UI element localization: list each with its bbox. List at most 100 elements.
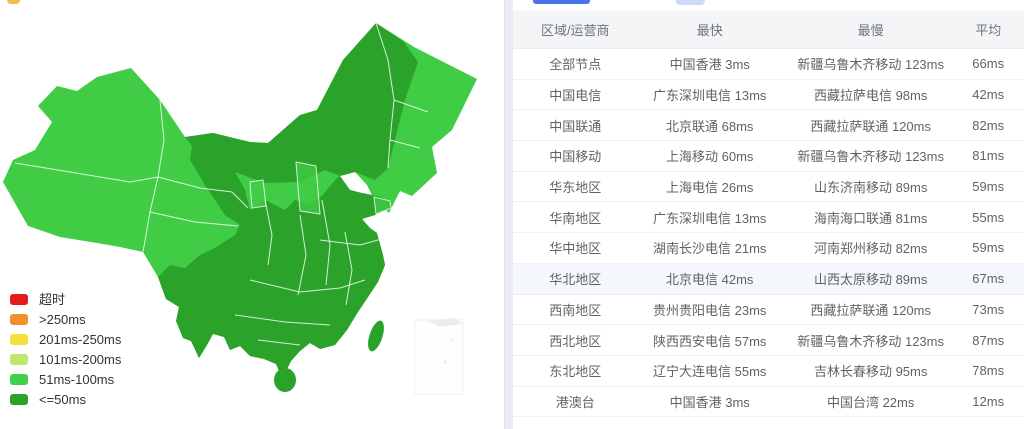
- china-latency-map[interactable]: 超时 >250ms 201ms-250ms 101ms-200ms 51ms-100ms…: [0, 0, 505, 429]
- region-cell: 西北地区: [549, 333, 602, 349]
- table-row: 华北地区 北京电信 42ms 山西太原移动 89ms 67ms: [513, 263, 1024, 295]
- map-region-ningxia[interactable]: [249, 179, 267, 209]
- column-header: 最慢: [857, 23, 884, 38]
- table-row: 西南地区 贵州贵阳电信 23ms 西藏拉萨联通 120ms 73ms: [513, 294, 1024, 326]
- avg-cell: 55ms: [972, 209, 1005, 225]
- slowest-cell: 西藏拉萨电信 98ms: [813, 88, 928, 104]
- china-map-svg[interactable]: [0, 0, 505, 429]
- province-borders: [14, 22, 429, 346]
- region-cell: 港澳台: [555, 394, 595, 410]
- fastest-cell: 广东深圳电信 13ms: [653, 88, 767, 104]
- slowest-cell: 西藏拉萨联通 120ms: [810, 302, 931, 318]
- avg-cell: 87ms: [972, 332, 1005, 348]
- fastest-cell: 北京电信 42ms: [666, 272, 754, 288]
- legend-label: 超时: [39, 291, 66, 307]
- fastest-cell: 中国香港 3ms: [669, 57, 750, 73]
- fastest-cell: 广东深圳电信 13ms: [653, 210, 767, 226]
- fastest-cell: 辽宁大连电信 55ms: [653, 364, 767, 380]
- slowest-cell: 新疆乌鲁木齐移动 123ms: [797, 57, 944, 73]
- region-cell: 华中地区: [549, 241, 602, 257]
- legend-swatch: [10, 373, 28, 385]
- legend-swatch: [10, 393, 28, 405]
- legend-item: <=50ms: [10, 389, 121, 409]
- slowest-cell: 海南海口联通 81ms: [813, 210, 928, 226]
- column-header: 平均: [975, 23, 1002, 38]
- legend-swatch: [10, 313, 28, 325]
- south-china-sea-inset: [414, 318, 464, 395]
- table-row: 全部节点 中国香港 3ms 新疆乌鲁木齐移动 123ms 66ms: [513, 49, 1024, 80]
- region-cell: 中国移动: [549, 149, 602, 165]
- avg-cell: 67ms: [972, 271, 1005, 287]
- cutoff-icon-fragment: [7, 0, 20, 4]
- map-legend: 超时 >250ms 201ms-250ms 101ms-200ms 51ms-100ms…: [10, 289, 121, 409]
- legend-label: >250ms: [39, 311, 86, 327]
- avg-cell: 73ms: [972, 301, 1005, 317]
- fastest-cell: 上海移动 60ms: [666, 149, 754, 165]
- table-row: 东北地区 辽宁大连电信 55ms 吉林长春移动 95ms 78ms: [513, 355, 1024, 387]
- latency-table-header: 区域/运营商 最快 最慢 平均: [513, 11, 1024, 49]
- slowest-cell: 西藏拉萨联通 120ms: [810, 118, 931, 134]
- fastest-cell: 陕西西安电信 57ms: [653, 333, 767, 349]
- fastest-cell: 中国香港 3ms: [669, 394, 750, 410]
- latency-result-panel: 区域/运营商 最快 最慢 平均 全部节点 中国香港 3ms 新疆乌鲁木齐移动 123ms 6…: [513, 0, 1024, 429]
- map-region-gansu-fast[interactable]: [190, 146, 250, 225]
- avg-cell: 81ms: [972, 148, 1005, 164]
- region-cell: 华北地区: [549, 272, 602, 288]
- tab-fragment[interactable]: [676, 0, 705, 5]
- slowest-cell: 新疆乌鲁木齐移动 123ms: [797, 333, 944, 349]
- avg-cell: 59ms: [972, 179, 1005, 195]
- fastest-cell: 贵州贵阳电信 23ms: [653, 302, 767, 318]
- table-row: 华南地区 广东深圳电信 13ms 海南海口联通 81ms 55ms: [513, 202, 1024, 234]
- table-row: 西北地区 陕西西安电信 57ms 新疆乌鲁木齐移动 123ms 87ms: [513, 325, 1024, 356]
- slowest-cell: 山东济南移动 89ms: [813, 180, 928, 196]
- legend-item: >250ms: [10, 309, 121, 329]
- legend-label: <=50ms: [39, 391, 86, 407]
- region-cell: 中国电信: [549, 88, 602, 104]
- fastest-cell: 湖南长沙电信 21ms: [653, 241, 767, 257]
- legend-label: 101ms-200ms: [39, 351, 122, 367]
- table-row: 港澳台 中国香港 3ms 中国台湾 22ms 12ms: [513, 386, 1024, 418]
- table-row: 华中地区 湖南长沙电信 21ms 河南郑州移动 82ms 59ms: [513, 233, 1024, 264]
- region-cell: 全部节点: [549, 57, 602, 73]
- table-row: 中国电信 广东深圳电信 13ms 西藏拉萨电信 98ms 42ms: [513, 79, 1024, 111]
- slowest-cell: 吉林长春移动 95ms: [813, 364, 928, 380]
- region-cell: 中国联通: [549, 118, 602, 134]
- legend-item: 101ms-200ms: [10, 349, 121, 369]
- avg-cell: 82ms: [972, 117, 1005, 133]
- column-header: 最快: [696, 23, 723, 38]
- legend-item: 51ms-100ms: [10, 369, 121, 389]
- legend-label: 201ms-250ms: [39, 331, 122, 347]
- active-tab-fragment[interactable]: [533, 0, 590, 4]
- legend-swatch: [10, 293, 28, 305]
- avg-cell: 59ms: [972, 240, 1005, 256]
- map-region-taiwan[interactable]: [365, 319, 387, 353]
- region-cell: 西南地区: [549, 302, 602, 318]
- map-region-north-fast[interactable]: [185, 23, 418, 183]
- legend-item: 超时: [10, 289, 121, 309]
- avg-cell: 42ms: [972, 87, 1005, 103]
- slowest-cell: 中国台湾 22ms: [826, 394, 915, 410]
- legend-swatch: [10, 353, 28, 365]
- legend-label: 51ms-100ms: [39, 371, 115, 387]
- fastest-cell: 上海电信 26ms: [666, 180, 754, 196]
- table-row: 中国联通 北京联通 68ms 西藏拉萨联通 120ms 82ms: [513, 110, 1024, 142]
- column-header: 区域/运营商: [540, 23, 610, 38]
- latency-table-body: 全部节点 中国香港 3ms 新疆乌鲁木齐移动 123ms 66ms 中国电信 广东深圳电信…: [513, 49, 1024, 418]
- table-row: 中国移动 上海移动 60ms 新疆乌鲁木齐移动 123ms 81ms: [513, 141, 1024, 172]
- region-cell: 华南地区: [549, 210, 602, 226]
- avg-cell: 66ms: [972, 56, 1005, 72]
- fastest-cell: 北京联通 68ms: [666, 118, 754, 134]
- slowest-cell: 河南郑州移动 82ms: [813, 241, 928, 257]
- legend-item: 201ms-250ms: [10, 329, 121, 349]
- latency-table: 区域/运营商 最快 最慢 平均 全部节点 中国香港 3ms 新疆乌鲁木齐移动 123ms 6…: [513, 11, 1024, 418]
- region-cell: 东北地区: [549, 364, 602, 380]
- map-region-hainan[interactable]: [274, 368, 296, 392]
- map-region-shandong-tip[interactable]: [373, 196, 392, 215]
- map-region-shanxi[interactable]: [295, 161, 321, 215]
- slowest-cell: 新疆乌鲁木齐移动 123ms: [797, 149, 944, 165]
- avg-cell: 12ms: [972, 393, 1005, 409]
- table-row: 华东地区 上海电信 26ms 山东济南移动 89ms 59ms: [513, 171, 1024, 203]
- slowest-cell: 山西太原移动 89ms: [813, 272, 928, 288]
- avg-cell: 78ms: [972, 363, 1005, 379]
- map-region-south-fast[interactable]: [158, 176, 391, 381]
